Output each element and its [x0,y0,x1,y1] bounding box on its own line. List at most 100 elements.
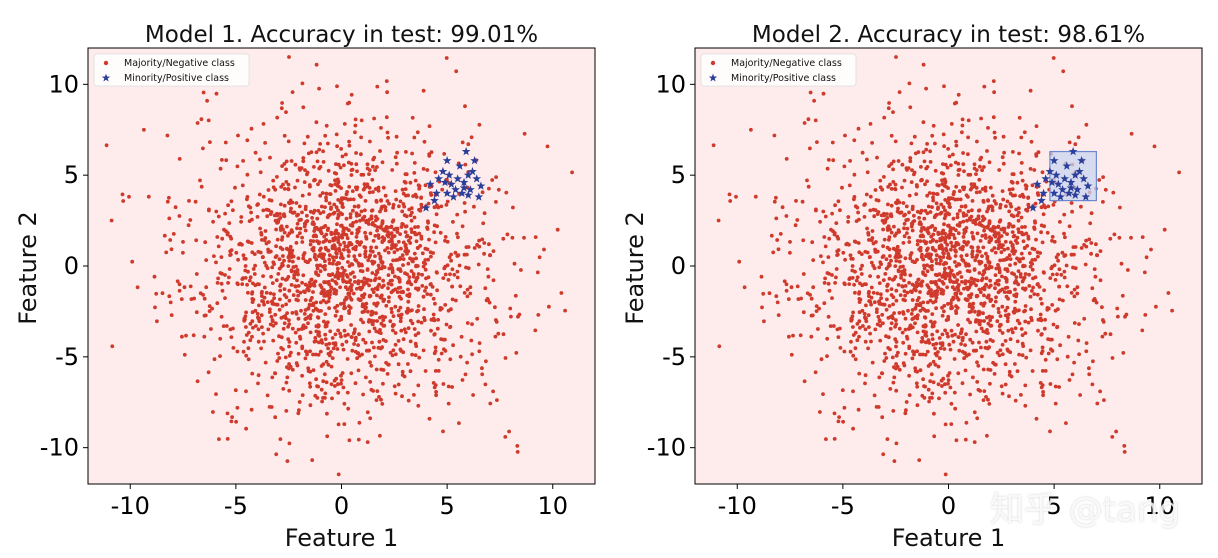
majority-point [477,341,482,345]
majority-point [1041,270,1046,274]
majority-point [993,225,997,230]
legend: Majority/Negative classMinority/Positive… [700,53,857,87]
minority-point [459,177,469,187]
majority-point [303,168,307,173]
majority-point [889,133,894,138]
majority-point [959,204,964,209]
majority-point [901,241,906,245]
majority-point [941,162,945,167]
majority-point [997,266,1001,270]
majority-point [229,335,234,339]
majority-point [904,400,909,404]
majority-point [916,150,921,155]
minority-point [442,156,452,165]
majority-point [954,139,958,144]
majority-point [210,306,215,311]
majority-point [321,396,325,400]
majority-point [987,402,992,406]
majority-point [1177,170,1181,175]
majority-point [222,227,226,232]
majority-point [388,232,393,236]
majority-point [996,310,1001,315]
majority-point [955,285,960,289]
majority-point [932,411,936,416]
majority-point [985,433,989,438]
majority-point [403,271,407,276]
minority-point [1056,192,1065,201]
majority-point [438,307,443,312]
majority-point [268,155,272,160]
majority-point [229,248,234,253]
majority-point [299,166,304,171]
majority-point [1110,435,1115,439]
majority-point [336,273,341,278]
majority-point [1058,343,1062,348]
minority-point [446,179,456,188]
majority-point [848,253,853,258]
x-tick-label: -5 [224,492,248,520]
majority-point [491,278,496,283]
majority-point [436,369,441,373]
majority-point [295,178,300,183]
majority-point [404,150,408,154]
majority-point [480,190,485,195]
majority-point [922,263,926,268]
majority-point [1040,345,1045,350]
majority-point [960,123,965,128]
majority-point [925,248,929,253]
majority-point [337,318,342,322]
majority-point [857,297,862,301]
minority-point [1083,181,1093,190]
majority-point [857,310,862,315]
majority-point [320,289,325,293]
majority-point [351,291,356,296]
majority-point [890,355,895,360]
majority-point [329,382,334,387]
majority-point [402,213,407,218]
majority-point [963,343,967,347]
majority-point [218,354,222,358]
majority-point [180,334,184,339]
majority-point [853,290,857,295]
majority-point [392,384,397,389]
majority-point [941,132,946,137]
majority-point [360,285,365,290]
majority-point [1101,175,1105,180]
majority-point [897,230,902,234]
majority-point [363,245,368,250]
minority-point [1072,185,1082,194]
majority-point [879,262,883,266]
majority-point [359,135,363,140]
minority-point [1053,179,1063,188]
majority-point [914,183,919,187]
majority-point [864,319,869,324]
majority-point [955,241,960,245]
majority-point [501,332,506,337]
majority-point [364,375,368,380]
majority-point [434,212,439,217]
majority-point [1023,272,1028,276]
majority-point [931,359,936,364]
majority-point [1040,369,1045,373]
majority-point [1140,235,1145,240]
majority-point [1000,331,1005,335]
majority-point [223,296,227,300]
majority-point [1064,421,1068,425]
majority-point [182,285,187,290]
majority-point [940,182,945,187]
majority-point [877,281,882,285]
majority-point [976,363,981,368]
majority-point [827,288,832,293]
majority-point [885,284,889,288]
majority-point [324,195,328,200]
majority-point [984,236,988,240]
majority-point [508,306,513,311]
majority-point [369,245,373,250]
majority-point [309,283,313,288]
majority-point [462,201,467,205]
majority-point [268,307,272,312]
majority-point [289,255,294,260]
majority-point [925,165,930,169]
majority-point [305,172,309,177]
majority-point [947,212,952,217]
